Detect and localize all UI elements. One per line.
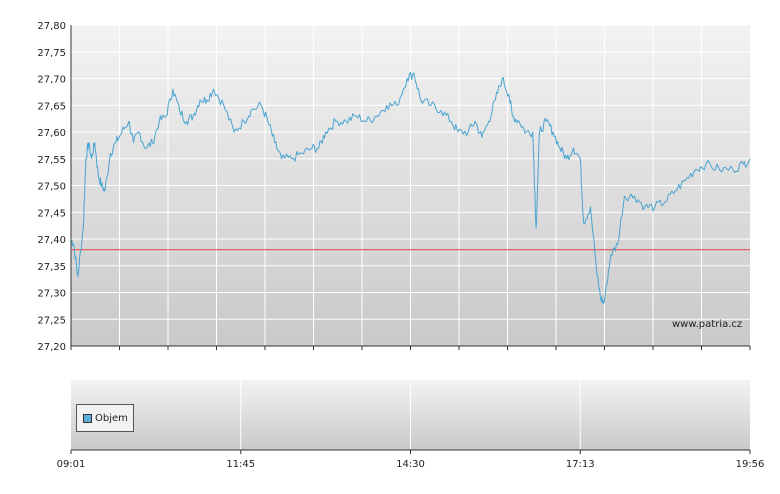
y-tick-label: 27,50 [37, 182, 66, 193]
x-tick-label: 11:45 [226, 459, 255, 470]
x-tick-label: 09:01 [57, 459, 86, 470]
x-tick-label: 19:56 [736, 459, 765, 470]
legend-label: Objem [95, 412, 128, 424]
y-tick-label: 27,20 [37, 342, 66, 353]
y-tick-label: 27,70 [37, 75, 66, 86]
y-tick-label: 27,55 [37, 155, 66, 166]
y-tick-label: 27,40 [37, 235, 66, 246]
y-tick-label: 27,60 [37, 128, 66, 139]
volume-legend: Objem [76, 404, 134, 432]
axes: 27,80 27,75 27,70 27,65 27,60 27,55 27,50 27,45… [37, 21, 764, 470]
x-tick-label: 14:30 [396, 459, 425, 470]
price-series-group [70, 71, 751, 304]
price-line [70, 71, 751, 304]
y-tick-label: 27,75 [37, 48, 66, 59]
watermark-text: www.patria.cz [672, 319, 742, 330]
y-tick-label: 27,25 [37, 315, 66, 326]
legend-swatch-icon [83, 413, 92, 423]
grid-lines [71, 24, 750, 450]
y-tick-label: 27,45 [37, 208, 66, 219]
x-tick-label: 17:13 [566, 459, 595, 470]
y-tick-label: 27,35 [37, 262, 66, 273]
y-tick-label: 27,80 [37, 21, 66, 32]
y-tick-label: 27,65 [37, 101, 66, 112]
y-tick-label: 27,30 [37, 289, 66, 300]
